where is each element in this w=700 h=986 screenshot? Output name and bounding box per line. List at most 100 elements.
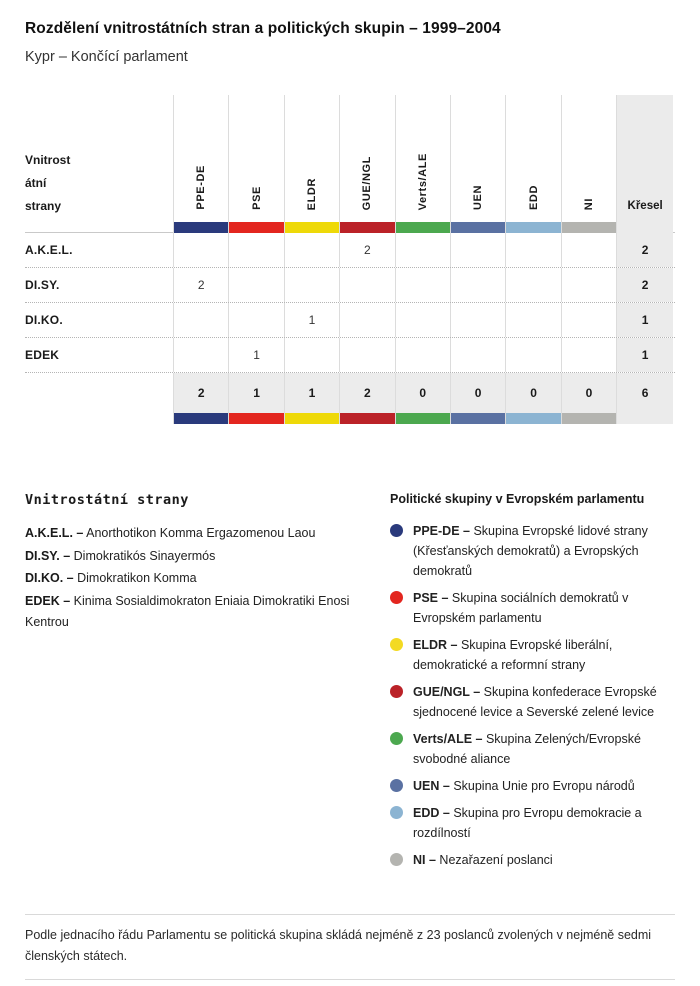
group-header: NI xyxy=(560,95,616,222)
legend-item: DI.KO. – Dimokratikon Komma xyxy=(25,571,197,585)
group-color-bar xyxy=(174,413,229,424)
group-color-bar xyxy=(395,222,450,233)
group-color-bar xyxy=(506,222,561,233)
value-cell xyxy=(394,233,450,267)
group-header: PSE xyxy=(228,95,283,222)
value-cell xyxy=(505,233,560,267)
group-color-dot xyxy=(390,591,403,604)
value-cell xyxy=(173,303,228,337)
value-cell xyxy=(449,303,505,337)
legend-item: ELDR – Skupina Evropské liberální, demok… xyxy=(390,635,675,675)
group-color-dot xyxy=(390,685,403,698)
value-cell xyxy=(339,303,394,337)
total-seats-cell: 6 xyxy=(616,373,674,413)
value-cell xyxy=(560,338,616,372)
totals-row: 2 1 1 2 0 0 0 0 6 xyxy=(25,373,675,413)
party-label: DI.KO. xyxy=(25,313,63,327)
group-color-bar xyxy=(561,222,617,233)
group-color-dot xyxy=(390,806,403,819)
value-cell xyxy=(283,233,339,267)
party-label: A.K.E.L. xyxy=(25,243,73,257)
legend-item: A.K.E.L. – Anorthotikon Komma Ergazomeno… xyxy=(25,526,316,540)
group-header: ELDR xyxy=(283,95,339,222)
value-cell xyxy=(449,268,505,302)
value-cell xyxy=(560,233,616,267)
value-cell: 1 xyxy=(228,338,283,372)
party-label: DI.SY. xyxy=(25,278,60,292)
value-cell xyxy=(339,268,394,302)
legend-item: Verts/ALE – Skupina Zelených/Evropské sv… xyxy=(390,729,675,769)
legend-item: EDD – Skupina pro Evropu demokracie a ro… xyxy=(390,803,675,843)
table-row: DI.KO. 1 1 xyxy=(25,303,675,338)
legends-section: Vnitrostátní strany A.K.E.L. – Anorthoti… xyxy=(25,492,675,877)
divider xyxy=(25,979,675,980)
page-title: Rozdělení vnitrostátních stran a politic… xyxy=(25,20,501,37)
group-color-bar xyxy=(450,222,506,233)
legend-item: NI – Nezařazení poslanci xyxy=(390,850,675,870)
group-color-bar xyxy=(284,413,340,424)
group-color-bar xyxy=(340,413,395,424)
group-color-bar xyxy=(395,413,450,424)
legend-item: EDEK – Kinima Sosialdimokraton Eniaia Di… xyxy=(25,593,350,630)
group-color-bar xyxy=(174,222,229,233)
group-color-dot xyxy=(390,638,403,651)
value-cell xyxy=(394,303,450,337)
legend-item: DI.SY. – Dimokratikós Sinayermós xyxy=(25,548,216,563)
value-cell xyxy=(228,268,283,302)
total-cell: 0 xyxy=(449,373,506,413)
total-cell: 0 xyxy=(394,373,450,413)
group-header: Verts/ALE xyxy=(394,95,450,222)
seats-cell: 1 xyxy=(616,338,674,372)
total-cell: 1 xyxy=(283,373,340,413)
table-row: EDEK 1 1 xyxy=(25,338,675,373)
legend-item: GUE/NGL – Skupina konfederace Evropské s… xyxy=(390,682,675,722)
table-header-row: Vnitrost átní strany PPE-DE PSE ELDR GUE… xyxy=(25,95,675,222)
page-subtitle: Kypr – Končící parlament xyxy=(25,49,188,65)
value-cell xyxy=(283,338,339,372)
group-color-bar xyxy=(561,413,617,424)
group-color-dot xyxy=(390,732,403,745)
political-groups-heading: Politické skupiny v Evropském parlamentu xyxy=(390,492,645,506)
value-cell xyxy=(505,303,560,337)
value-cell xyxy=(449,233,505,267)
national-parties-heading: Vnitrostátní strany xyxy=(25,492,189,508)
group-header: UEN xyxy=(449,95,505,222)
national-parties-legend: Vnitrostátní strany A.K.E.L. – Anorthoti… xyxy=(25,492,365,877)
group-color-dot xyxy=(390,853,403,866)
value-cell xyxy=(449,338,505,372)
group-color-bar xyxy=(229,413,284,424)
group-color-bar xyxy=(229,222,284,233)
group-header: GUE/NGL xyxy=(339,95,394,222)
group-color-bar xyxy=(450,413,506,424)
total-cell: 2 xyxy=(173,373,229,413)
value-cell xyxy=(505,338,560,372)
row-header-label: Vnitrost átní strany xyxy=(25,153,71,213)
total-cell: 2 xyxy=(339,373,395,413)
legend-item: PSE – Skupina sociálních demokratů v Evr… xyxy=(390,588,675,628)
group-color-bar xyxy=(284,222,340,233)
group-color-bar-row xyxy=(25,413,675,424)
seats-table: Vnitrost átní strany PPE-DE PSE ELDR GUE… xyxy=(25,95,675,424)
party-label: EDEK xyxy=(25,348,60,362)
group-color-bar-row xyxy=(25,222,675,233)
group-header: EDD xyxy=(505,95,560,222)
value-cell xyxy=(173,233,228,267)
seats-cell: 2 xyxy=(616,268,674,302)
divider xyxy=(25,914,675,915)
row-header-cell: Vnitrost átní strany xyxy=(25,95,173,222)
table-row: A.K.E.L. 2 2 xyxy=(25,233,675,268)
value-cell xyxy=(228,233,283,267)
group-color-bar xyxy=(340,222,395,233)
group-header: PPE-DE xyxy=(173,95,228,222)
group-color-bar xyxy=(506,413,561,424)
total-cell: 0 xyxy=(560,373,617,413)
seats-header: Křesel xyxy=(616,95,674,222)
legend-item: PPE-DE – Skupina Evropské lidové strany … xyxy=(390,521,675,581)
value-cell xyxy=(560,268,616,302)
total-cell: 1 xyxy=(228,373,284,413)
value-cell xyxy=(173,338,228,372)
value-cell xyxy=(339,338,394,372)
legend-item: UEN – Skupina Unie pro Evropu národů xyxy=(390,776,675,796)
value-cell: 2 xyxy=(339,233,394,267)
